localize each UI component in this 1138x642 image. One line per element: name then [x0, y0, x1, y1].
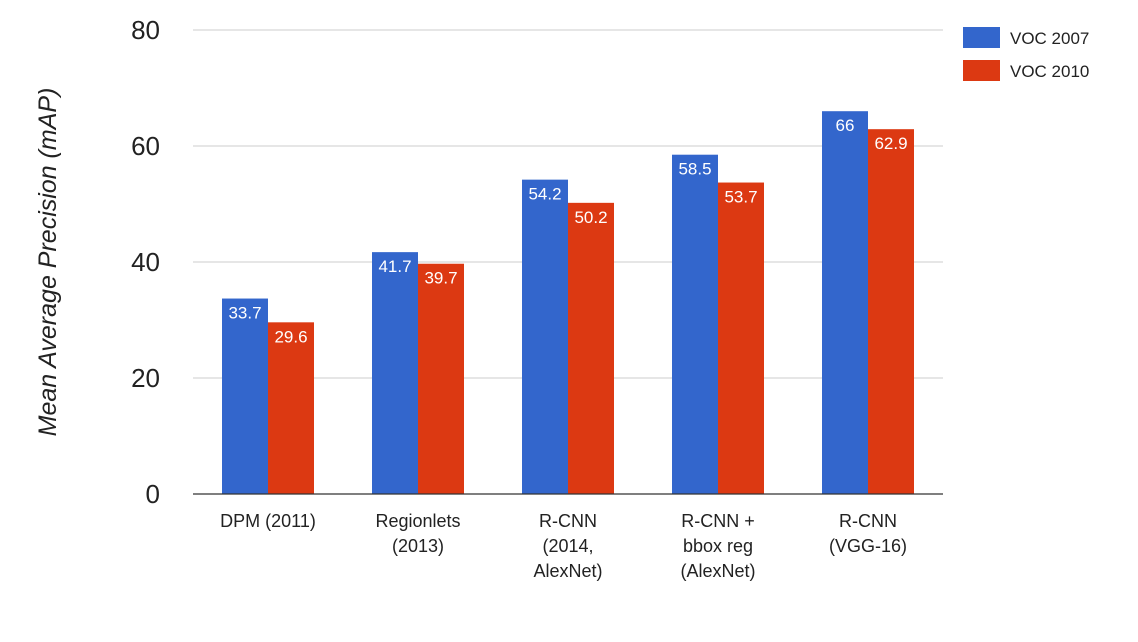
x-tick-label: (2013): [392, 536, 444, 556]
data-label: 54.2: [528, 185, 561, 204]
x-tick-label: (AlexNet): [680, 561, 755, 581]
x-tick-label: (VGG-16): [829, 536, 907, 556]
data-label: 29.6: [274, 327, 307, 346]
legend-label-voc-2010: VOC 2010: [1010, 62, 1089, 81]
x-tick-label: R-CNN: [539, 511, 597, 531]
data-label: 50.2: [574, 208, 607, 227]
y-tick-label: 0: [146, 479, 160, 509]
data-label: 41.7: [378, 257, 411, 276]
legend-swatch-voc-2010: [963, 60, 1000, 81]
bar-voc-2010: [418, 263, 464, 494]
y-tick-label: 80: [131, 15, 160, 45]
x-tick-label: (2014,: [542, 536, 593, 556]
bar-voc-2007: [672, 154, 718, 494]
data-label: 33.7: [228, 304, 261, 323]
legend-swatch-voc-2007: [963, 27, 1000, 48]
y-axis-ticks: 0 20 40 60 80: [131, 15, 160, 509]
y-tick-label: 20: [131, 363, 160, 393]
y-axis-title: Mean Average Precision (mAP): [34, 88, 62, 437]
legend: VOC 2007 VOC 2010: [963, 27, 1089, 81]
bars: [222, 111, 914, 495]
y-tick-label: 40: [131, 247, 160, 277]
bar-voc-2010: [718, 182, 764, 495]
bar-voc-2007: [822, 111, 868, 494]
bar-voc-2007: [222, 298, 268, 494]
bar-voc-2007: [372, 252, 418, 494]
x-tick-label: R-CNN: [839, 511, 897, 531]
legend-label-voc-2007: VOC 2007: [1010, 29, 1089, 48]
data-label: 39.7: [424, 269, 457, 288]
x-tick-label: R-CNN +: [681, 511, 755, 531]
data-labels: 33.7 29.6 41.7 39.7 54.2 50.2 58.5 53.7 66 62.9: [228, 116, 907, 346]
bar-voc-2010: [268, 322, 314, 494]
data-label: 53.7: [724, 188, 757, 207]
x-tick-label: DPM (2011): [220, 511, 316, 531]
bar-voc-2007: [522, 179, 568, 494]
x-tick-label: bbox reg: [683, 536, 753, 556]
bar-voc-2010: [568, 202, 614, 494]
x-axis-ticks: DPM (2011) Regionlets (2013) R-CNN (2014, Ale…: [220, 511, 907, 581]
data-label: 66: [836, 116, 855, 135]
bar-voc-2010: [868, 129, 914, 494]
data-label: 62.9: [874, 134, 907, 153]
x-tick-label: AlexNet): [533, 561, 602, 581]
x-tick-label: Regionlets: [375, 511, 460, 531]
data-label: 58.5: [678, 160, 711, 179]
y-tick-label: 60: [131, 131, 160, 161]
